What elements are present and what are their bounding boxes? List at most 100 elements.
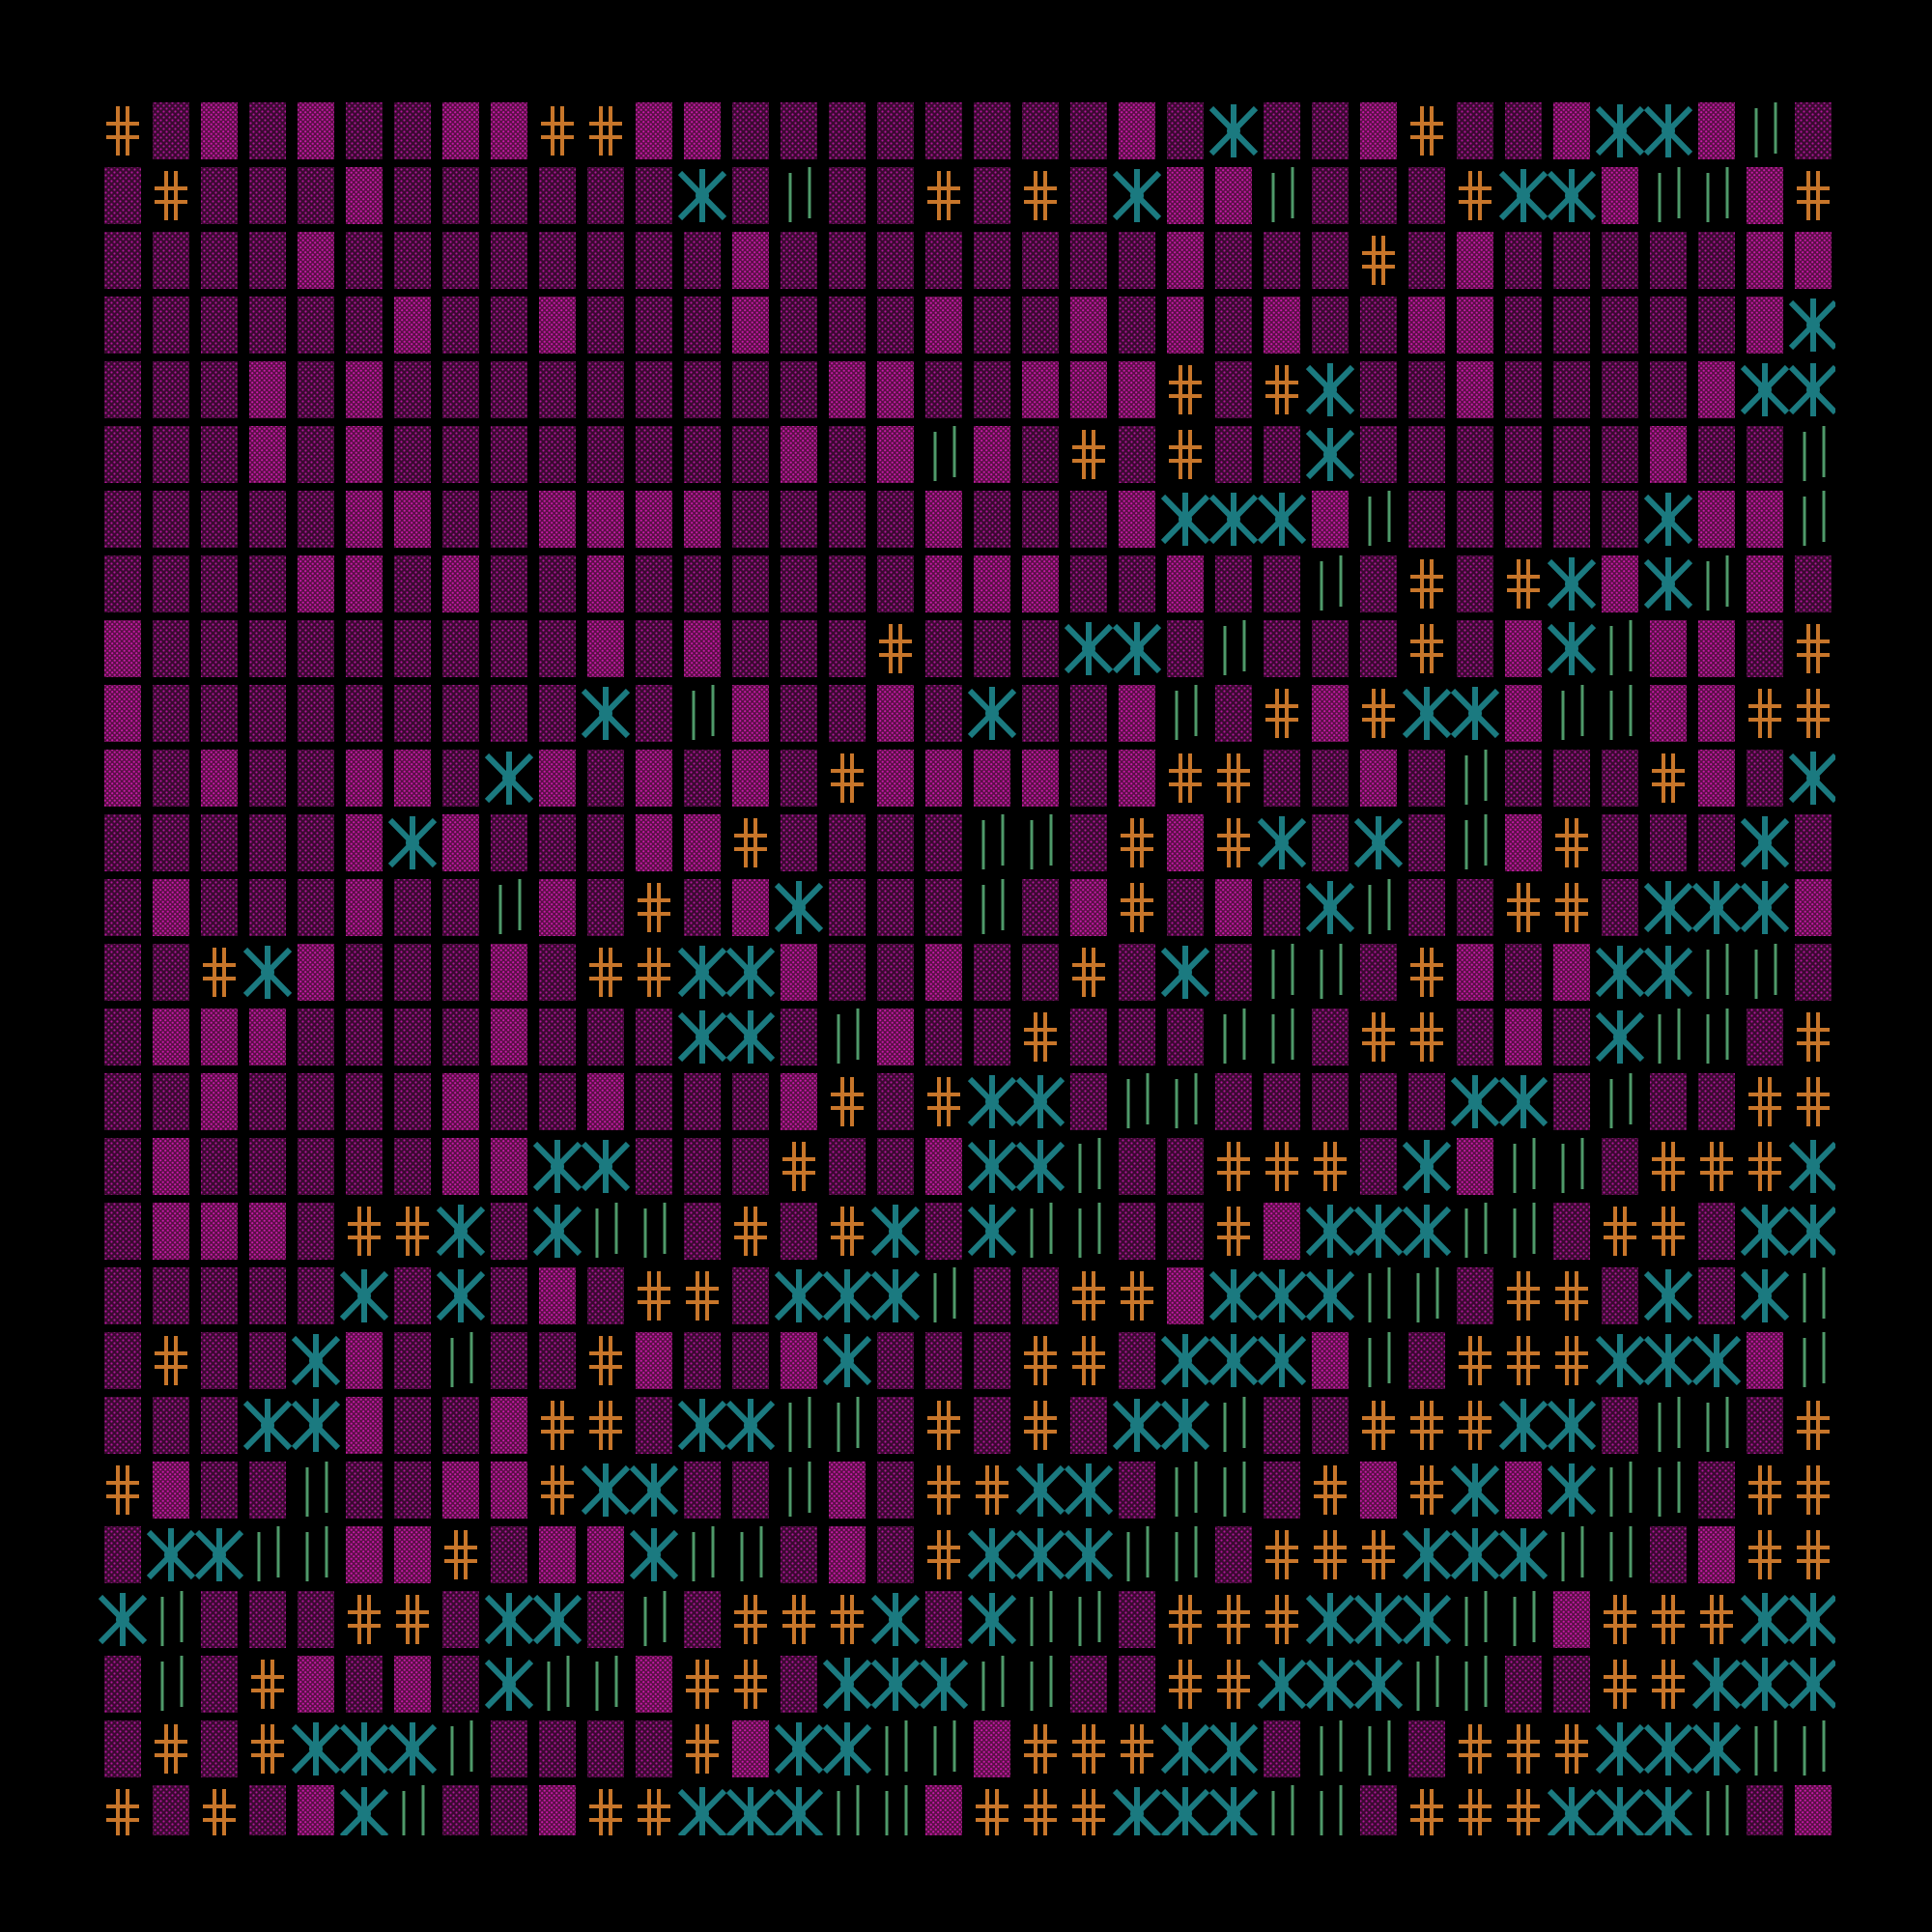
cell	[734, 1207, 767, 1256]
cell	[1410, 624, 1443, 673]
cell	[877, 814, 914, 871]
dot-tile	[1747, 167, 1783, 224]
cell	[1803, 1267, 1826, 1322]
cell	[1803, 1332, 1826, 1387]
star-dot	[744, 1418, 757, 1433]
dot-tile	[1457, 944, 1493, 1001]
star-dot	[1613, 1806, 1627, 1821]
dot-tile	[1312, 750, 1349, 807]
star-dot	[1227, 1289, 1240, 1303]
star-dot	[551, 1612, 564, 1627]
dot-tile	[1119, 491, 1155, 548]
dot-tile	[781, 1526, 817, 1583]
cell	[1360, 1462, 1397, 1519]
dot-tile	[394, 1462, 431, 1519]
cell	[1498, 1075, 1548, 1128]
dot-tile	[1408, 426, 1445, 483]
star-dot	[1323, 1224, 1337, 1238]
cell	[1119, 750, 1155, 807]
cell	[1160, 1787, 1210, 1835]
dot-tile	[732, 620, 769, 677]
cell	[153, 1009, 189, 1065]
cell	[732, 620, 769, 677]
dot-tile	[1215, 944, 1252, 1001]
dot-tile	[346, 167, 383, 224]
dot-tile	[249, 1462, 286, 1519]
cell	[298, 426, 334, 483]
dot-tile	[732, 1462, 769, 1519]
cell	[1257, 493, 1307, 546]
dot-tile	[684, 814, 721, 871]
dot-tile	[974, 1332, 1010, 1389]
cell	[1070, 685, 1107, 742]
cell	[1706, 1397, 1729, 1452]
cell	[1119, 1332, 1155, 1389]
cell	[974, 944, 1010, 1001]
dot-tile	[829, 491, 866, 548]
dot-tile	[1167, 879, 1204, 936]
dot-tile	[925, 1332, 962, 1389]
dot-tile	[781, 361, 817, 418]
cell	[1643, 1722, 1693, 1776]
dot-tile	[539, 685, 576, 742]
star-dot	[889, 1224, 902, 1238]
cell	[1698, 232, 1735, 289]
dot-tile	[877, 1526, 914, 1583]
cell	[974, 620, 1010, 677]
cell	[1119, 426, 1155, 483]
cell	[1072, 430, 1105, 479]
dot-tile	[1698, 297, 1735, 354]
cell	[160, 1656, 184, 1711]
cell	[442, 1009, 479, 1065]
dot-tile	[1070, 1656, 1107, 1713]
cell	[636, 1397, 672, 1454]
dot-tile	[829, 167, 866, 224]
cell	[1408, 814, 1445, 871]
cell	[925, 1138, 962, 1195]
cell	[1257, 1334, 1307, 1387]
cell	[1022, 879, 1059, 936]
cell	[532, 1140, 582, 1193]
cell	[1022, 102, 1059, 159]
cell	[298, 167, 334, 224]
dot-tile	[153, 102, 189, 159]
cell	[829, 879, 866, 936]
cell	[829, 361, 866, 418]
dot-tile	[1408, 297, 1445, 354]
dot-tile	[781, 944, 817, 1001]
cell	[444, 1530, 477, 1579]
dot-tile	[1553, 361, 1590, 418]
dot-tile	[587, 297, 624, 354]
cell	[442, 1785, 479, 1835]
dot-tile	[153, 944, 189, 1001]
cell	[877, 555, 914, 612]
dot-tile	[877, 685, 914, 742]
cell	[684, 555, 721, 612]
dot-tile	[346, 102, 383, 159]
cell	[1070, 361, 1107, 418]
cell	[1450, 1075, 1500, 1128]
dot-tile	[394, 361, 431, 418]
dot-tile	[636, 1009, 672, 1065]
dot-tile	[249, 555, 286, 612]
dot-tile	[346, 1138, 383, 1195]
dot-tile	[298, 620, 334, 677]
dot-tile	[1505, 426, 1542, 483]
star-dot	[1130, 1806, 1144, 1821]
cell	[539, 1267, 576, 1324]
cell	[491, 620, 527, 677]
dot-tile	[539, 555, 576, 612]
dot-tile	[1360, 1785, 1397, 1835]
cell	[442, 1138, 479, 1195]
star-dot	[1082, 641, 1095, 656]
cell	[1215, 426, 1252, 483]
cell	[201, 491, 238, 548]
cell	[1691, 1334, 1742, 1387]
cell	[1408, 1073, 1445, 1130]
dot-tile	[104, 1203, 141, 1260]
cell	[346, 1073, 383, 1130]
dot-tile	[1070, 167, 1107, 224]
cell	[201, 1656, 238, 1713]
cell	[1464, 1656, 1488, 1711]
cell	[1217, 1207, 1250, 1256]
